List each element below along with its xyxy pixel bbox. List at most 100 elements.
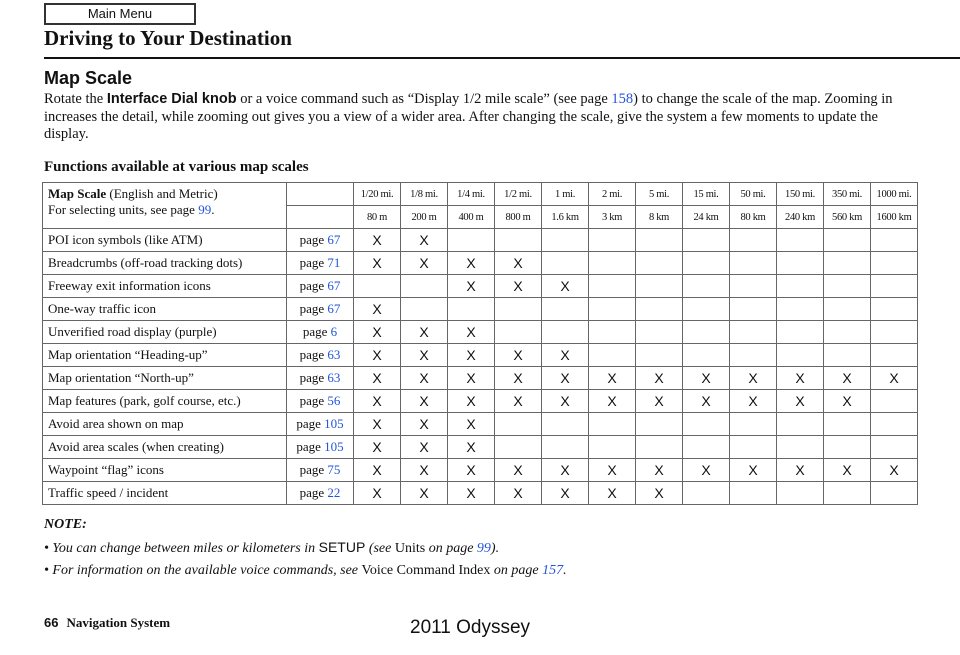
watermark: 2011 Odyssey [410, 617, 531, 638]
scale-mark: X [494, 274, 542, 298]
scale-mark [682, 435, 730, 459]
scale-mark: X [870, 458, 918, 482]
feature-label: Map orientation “Heading-up” [42, 343, 287, 367]
scale-mark [870, 389, 918, 413]
page-link[interactable]: 6 [330, 324, 338, 339]
page-link-99-note[interactable]: 99 [476, 541, 491, 556]
scale-mark [776, 320, 824, 344]
page-link[interactable]: 56 [327, 393, 341, 408]
scale-english: 5 mi. [635, 182, 683, 206]
page-number: 66 [44, 615, 59, 630]
scale-mark [588, 297, 636, 321]
scale-mark [635, 320, 683, 344]
scale-metric: 200 m [400, 205, 448, 229]
scale-mark [447, 228, 495, 252]
scale-mark: X [635, 366, 683, 390]
table-row: Breadcrumbs (off-road tracking dots) page… [42, 251, 918, 275]
scale-mark [541, 320, 589, 344]
feature-label: Waypoint “flag” icons [42, 458, 287, 482]
scale-mark [494, 412, 542, 436]
page-link[interactable]: 63 [327, 370, 341, 385]
scale-mark: X [870, 366, 918, 390]
scale-mark [353, 274, 401, 298]
page-link-157[interactable]: 157 [542, 563, 564, 578]
scale-mark [776, 343, 824, 367]
page-link[interactable]: 67 [327, 301, 341, 316]
scale-mark [823, 435, 871, 459]
scale-mark: X [823, 366, 871, 390]
page-link[interactable]: 75 [327, 462, 341, 477]
scale-mark: X [400, 389, 448, 413]
scale-mark: X [635, 481, 683, 505]
page-link[interactable]: 71 [327, 255, 341, 270]
scale-metric: 80 km [729, 205, 777, 229]
page-link[interactable]: 105 [324, 439, 344, 454]
scale-mark [776, 274, 824, 298]
scale-mark [870, 274, 918, 298]
page-link[interactable]: 67 [327, 278, 341, 293]
scale-mark: X [541, 389, 589, 413]
scale-mark [729, 343, 777, 367]
feature-label: Avoid area scales (when creating) [42, 435, 287, 459]
scale-mark [635, 435, 683, 459]
book-title: Navigation System [66, 615, 171, 630]
scale-mark: X [447, 412, 495, 436]
scale-mark [494, 320, 542, 344]
section-title: Map Scale [44, 68, 133, 88]
feature-label: One-way traffic icon [42, 297, 287, 321]
scale-mark [588, 274, 636, 298]
scale-mark: X [682, 458, 730, 482]
scale-mark [823, 251, 871, 275]
scale-mark: X [353, 297, 401, 321]
scale-mark: X [494, 343, 542, 367]
scale-english: 350 mi. [823, 182, 871, 206]
blank-cell [286, 205, 354, 229]
scale-mark: X [353, 389, 401, 413]
scale-mark [823, 228, 871, 252]
scale-mark [823, 320, 871, 344]
scale-mark [729, 297, 777, 321]
page-link-158[interactable]: 158 [611, 91, 634, 107]
scale-mark [776, 412, 824, 436]
scale-mark: X [494, 389, 542, 413]
scale-mark [541, 412, 589, 436]
scale-mark: X [400, 320, 448, 344]
scale-mark: X [353, 228, 401, 252]
scale-mark [870, 297, 918, 321]
scale-mark: X [776, 458, 824, 482]
scale-mark: X [353, 435, 401, 459]
scale-mark: X [494, 481, 542, 505]
scale-mark: X [400, 228, 448, 252]
page-link[interactable]: 67 [327, 232, 341, 247]
scale-mark [682, 481, 730, 505]
page-link[interactable]: 63 [327, 347, 341, 362]
table-row: Avoid area shown on map page 105 X X X [42, 412, 918, 436]
scale-mark: X [353, 320, 401, 344]
scale-metric: 240 km [776, 205, 824, 229]
page-ref: page 75 [286, 458, 354, 482]
scale-english: 2 mi. [588, 182, 636, 206]
table-row: One-way traffic icon page 67 X [42, 297, 918, 321]
scale-metric: 3 km [588, 205, 636, 229]
scale-mark [682, 228, 730, 252]
scale-mark [870, 412, 918, 436]
scale-mark [823, 412, 871, 436]
map-scale-table: Map Scale (English and Metric) For select… [42, 182, 918, 505]
scale-mark [635, 412, 683, 436]
note-title: NOTE: [44, 517, 87, 532]
setup-term: SETUP [318, 539, 366, 555]
scale-mark: X [729, 366, 777, 390]
page-ref: page 63 [286, 366, 354, 390]
header-cell: Map Scale (English and Metric) For select… [42, 182, 287, 229]
page-ref: page 56 [286, 389, 354, 413]
scale-english: 1/4 mi. [447, 182, 495, 206]
feature-label: Map features (park, golf course, etc.) [42, 389, 287, 413]
page-link-99[interactable]: 99 [198, 202, 212, 217]
page-link[interactable]: 22 [327, 485, 341, 500]
feature-label: Traffic speed / incident [42, 481, 287, 505]
scale-mark [776, 481, 824, 505]
page-title: Driving to Your Destination [44, 26, 292, 50]
page-link[interactable]: 105 [324, 416, 344, 431]
text: Rotate the [44, 91, 107, 107]
main-menu-button[interactable]: Main Menu [44, 3, 196, 25]
